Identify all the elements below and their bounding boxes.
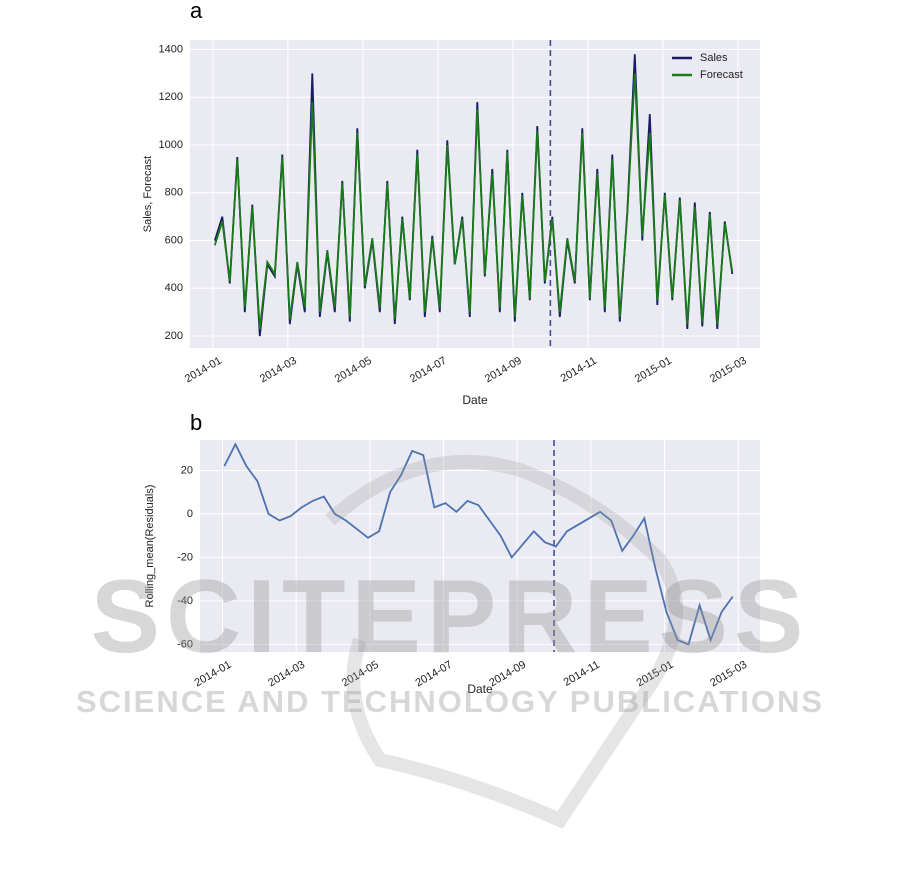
x-tick-label: 2014-01 [183,355,224,386]
y-tick-label: 1400 [159,43,183,55]
data-line [213,73,734,330]
x-axis-label: Date [467,682,493,696]
x-tick-label: 2015-03 [708,355,749,386]
watermark-title: SCITEPRESS [91,559,810,675]
y-tick-label: 600 [165,234,183,246]
plot-area [200,440,760,652]
y-tick-label: 800 [165,187,183,199]
legend-label: Forecast [700,69,743,81]
y-axis-label: Rolling_mean(Residuals) [144,485,156,608]
y-tick-label: 20 [181,464,193,476]
x-tick-label: 2014-11 [559,355,599,385]
y-tick-label: 200 [165,330,183,342]
panel-label: b [190,410,202,435]
y-tick-label: 0 [187,508,193,520]
y-tick-label: 1200 [159,91,183,103]
x-tick-label: 2014-05 [333,355,374,386]
y-tick-label: -60 [177,638,193,650]
watermark-subtitle: SCIENCE AND TECHNOLOGY PUBLICATIONS [76,684,824,719]
y-tick-label: -40 [177,595,193,607]
watermark: SCITEPRESS SCIENCE AND TECHNOLOGY PUBLIC… [76,454,824,829]
x-tick-label: 2014-07 [408,355,449,386]
x-tick-label: 2014-09 [483,355,524,386]
x-tick-label: 2015-01 [633,355,674,386]
panel-label: a [190,0,203,23]
y-axis-label: Sales, Forecast [142,156,154,232]
y-tick-label: 1000 [159,139,183,151]
y-tick-label: 400 [165,282,183,294]
y-tick-label: -20 [177,551,193,563]
legend-label: Sales [700,52,728,64]
data-line [223,442,734,646]
x-tick-label: 2014-03 [258,355,299,386]
x-axis-label: Date [462,393,488,407]
watermark-swoosh [325,454,683,829]
